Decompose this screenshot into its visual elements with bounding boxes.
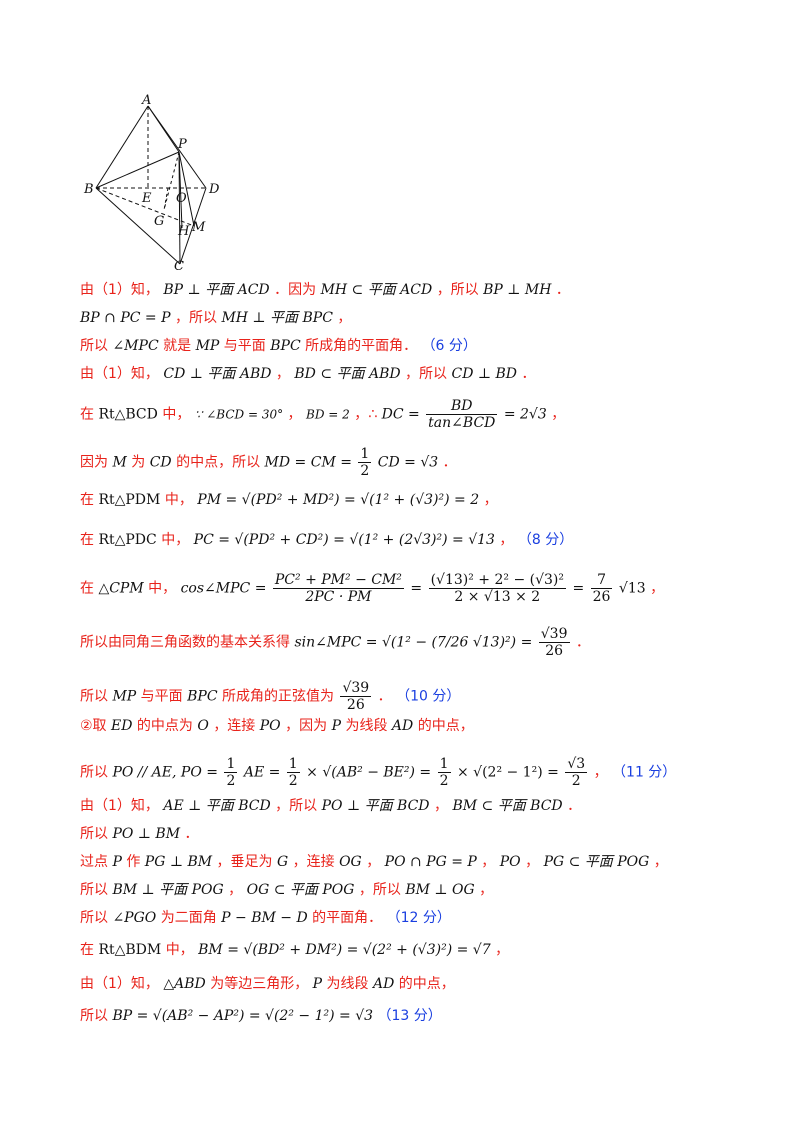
solution-line-5: 在 Rt△BCD 中， ∵ ∠BCD = 30° ， BD = 2 ，∴ DC … xyxy=(80,398,566,431)
solution-line-19: 在 Rt△BDM 中， BM = √(BD² + DM²) = √(2² + (… xyxy=(80,942,510,958)
solution-line-4: 由（1）知， CD ⊥ 平面 ABD ， BD ⊂ 平面 ABD ，所以 CD … xyxy=(80,366,536,382)
solution-line-16: 过点 P 作 PG ⊥ BM ，垂足为 G ，连接 OG ， PO ∩ PG =… xyxy=(80,854,668,870)
label-G: G xyxy=(154,214,164,229)
label-M: M xyxy=(191,220,206,235)
solution-line-2: BP ∩ PC = P ，所以 MH ⊥ 平面 BPC ， xyxy=(80,310,352,326)
solution-line-7: 在 Rt△PDM 中， PM = √(PD² + MD²) = √(1² + (… xyxy=(80,492,498,508)
label-P: P xyxy=(177,137,187,152)
solution-line-20: 由（1）知， △ABD 为等边三角形， P 为线段 AD 的中点， xyxy=(80,976,455,992)
solution-line-21: 所以 BP = √(AB² − AP²) = √(2² − 1²) = √3 （… xyxy=(80,1008,442,1024)
label-B: B xyxy=(83,182,94,197)
score-badge: （12 分） xyxy=(386,910,451,926)
solution-line-12: ②取 ED 的中点为 O ，连接 PO ，因为 P 为线段 AD 的中点， xyxy=(80,718,474,734)
solution-line-9: 在 △CPM 中， cos∠MPC = PC² + PM² − CM² 2PC ·… xyxy=(80,572,665,605)
label-C: C xyxy=(174,259,184,272)
label-D: D xyxy=(208,182,220,197)
score-badge: （13 分） xyxy=(377,1008,442,1024)
score-badge: （10 分） xyxy=(396,688,461,705)
solution-line-17: 所以 BM ⊥ 平面 POG ， OG ⊂ 平面 POG ，所以 BM ⊥ OG… xyxy=(80,882,494,898)
label-E: E xyxy=(141,191,152,206)
score-badge: （6 分） xyxy=(421,338,477,354)
label-A: A xyxy=(141,93,151,108)
solution-line-14: 由（1）知， AE ⊥ 平面 BCD ，所以 PO ⊥ 平面 BCD ， BM … xyxy=(80,798,582,814)
solution-line-1: 由（1）知， BP ⊥ 平面 ACD ．因为 MH ⊂ 平面 ACD ，所以 B… xyxy=(80,282,570,298)
label-O: O xyxy=(176,191,187,206)
solution-line-11: 所以 MP 与平面 BPC 所成角的正弦值为 √39 26 ． （10 分） xyxy=(80,680,461,713)
label-H: H xyxy=(177,224,190,239)
pyramid-figure: A P B E O D G H M C xyxy=(83,93,220,272)
solution-line-10: 所以由同角三角函数的基本关系得 sin∠MPC = √(1² − (7/26 √… xyxy=(80,626,590,659)
solution-line-15: 所以 PO ⊥ BM ． xyxy=(80,826,199,842)
score-badge: （11 分） xyxy=(612,764,677,781)
score-badge: （8 分） xyxy=(517,532,574,548)
solution-line-3: 所以 ∠MPC 就是 MP 与平面 BPC 所成角的平面角． （6 分） xyxy=(80,338,477,354)
solution-line-8: 在 Rt△PDC 中， PC = √(PD² + CD²) = √(1² + (… xyxy=(80,532,574,548)
solution-line-18: 所以 ∠PGO 为二面角 P − BM − D 的平面角． （12 分） xyxy=(80,910,451,926)
